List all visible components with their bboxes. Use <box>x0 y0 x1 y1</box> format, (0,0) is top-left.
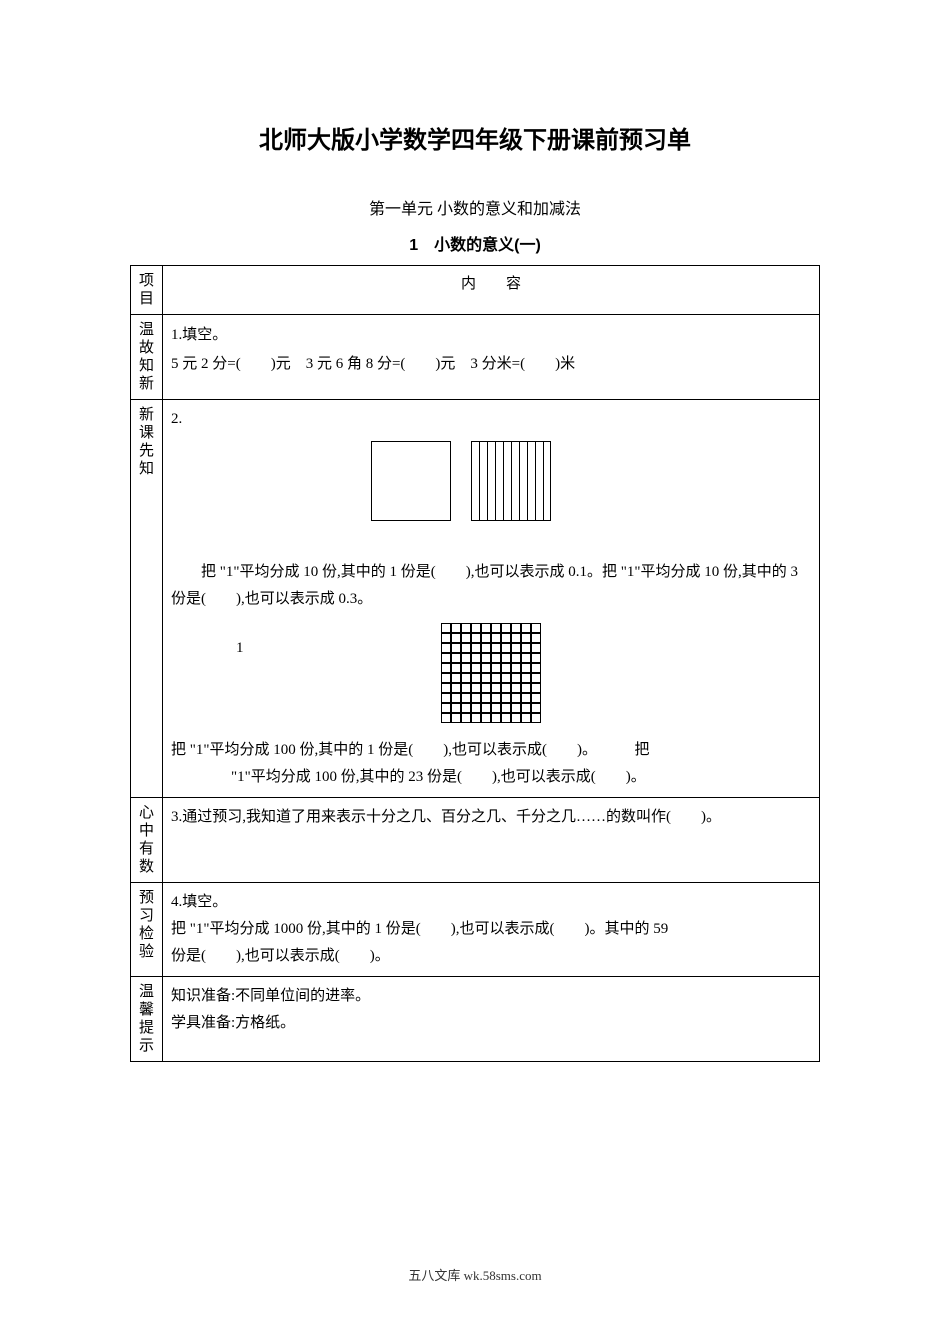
strip-icon <box>495 441 503 521</box>
table-row: 温故知新 1.填空。 5 元 2 分=( )元 3 元 6 角 8 分=( )元… <box>131 315 820 400</box>
figure-hundredths <box>171 623 811 733</box>
table-header-row: 项目 内 容 <box>131 266 820 315</box>
strip-icon <box>487 441 495 521</box>
strip-icon <box>503 441 511 521</box>
row-label-summary: 心中有数 <box>131 798 163 883</box>
page-title: 北师大版小学数学四年级下册课前预习单 <box>130 120 820 155</box>
table-row: 温馨提示 知识准备:不同单位间的进率。 学具准备:方格纸。 <box>131 977 820 1062</box>
q4-title: 4.填空。 <box>171 889 811 916</box>
q4-line2: 份是( ),也可以表示成( )。 <box>171 943 811 970</box>
table-row: 新课先知 2. <box>131 400 820 798</box>
figure-label-one: 1 <box>236 635 244 662</box>
table-row: 心中有数 3.通过预习,我知道了用来表示十分之几、百分之几、千分之几……的数叫作… <box>131 798 820 883</box>
q1-title: 1.填空。 <box>171 321 811 350</box>
figure-tenths <box>171 441 811 531</box>
strip-icon <box>471 441 479 521</box>
worksheet-table: 项目 内 容 温故知新 1.填空。 5 元 2 分=( )元 3 元 6 角 8… <box>130 265 820 1062</box>
strip-icon <box>527 441 535 521</box>
unit-subtitle: 第一单元 小数的意义和加减法 <box>130 195 820 219</box>
tips-line1: 知识准备:不同单位间的进率。 <box>171 983 811 1010</box>
q4-line1: 把 "1"平均分成 1000 份,其中的 1 份是( ),也可以表示成( )。其… <box>171 916 811 943</box>
page-footer: 五八文库 wk.58sms.com <box>0 1265 950 1284</box>
row-label-review: 温故知新 <box>131 315 163 400</box>
q3-text: 3.通过预习,我知道了用来表示十分之几、百分之几、千分之几……的数叫作( )。 <box>171 804 811 831</box>
strip-icon <box>479 441 487 521</box>
ten-strips-icon <box>471 441 551 521</box>
row-content-tips: 知识准备:不同单位间的进率。 学具准备:方格纸。 <box>163 977 820 1062</box>
row-label-newlesson: 新课先知 <box>131 400 163 798</box>
row-content-newlesson: 2. <box>163 400 820 798</box>
header-col1: 项目 <box>131 266 163 315</box>
q2-num: 2. <box>171 406 811 433</box>
unit-square-icon <box>371 441 451 521</box>
lesson-subtitle: 1 小数的意义(一) <box>130 231 820 255</box>
q1-line: 5 元 2 分=( )元 3 元 6 角 8 分=( )元 3 分米=( )米 <box>171 350 811 379</box>
strip-icon <box>535 441 543 521</box>
hundred-grid-icon <box>441 623 541 723</box>
row-label-tips: 温馨提示 <box>131 977 163 1062</box>
q2-paragraph2b: "1"平均分成 100 份,其中的 23 份是( ),也可以表示成( )。 <box>171 764 811 791</box>
row-content-summary: 3.通过预习,我知道了用来表示十分之几、百分之几、千分之几……的数叫作( )。 <box>163 798 820 883</box>
q2-paragraph1: 把 "1"平均分成 10 份,其中的 1 份是( ),也可以表示成 0.1。把 … <box>171 559 811 613</box>
strip-icon <box>519 441 527 521</box>
table-row: 预习检验 4.填空。 把 "1"平均分成 1000 份,其中的 1 份是( ),… <box>131 883 820 977</box>
strip-icon <box>511 441 519 521</box>
strip-icon <box>543 441 551 521</box>
row-content-review: 1.填空。 5 元 2 分=( )元 3 元 6 角 8 分=( )元 3 分米… <box>163 315 820 400</box>
row-content-check: 4.填空。 把 "1"平均分成 1000 份,其中的 1 份是( ),也可以表示… <box>163 883 820 977</box>
header-col2: 内 容 <box>163 266 820 315</box>
tips-line2: 学具准备:方格纸。 <box>171 1010 811 1037</box>
row-label-check: 预习检验 <box>131 883 163 977</box>
q2-paragraph2a: 把 "1"平均分成 100 份,其中的 1 份是( ),也可以表示成( )。 把 <box>171 737 811 764</box>
